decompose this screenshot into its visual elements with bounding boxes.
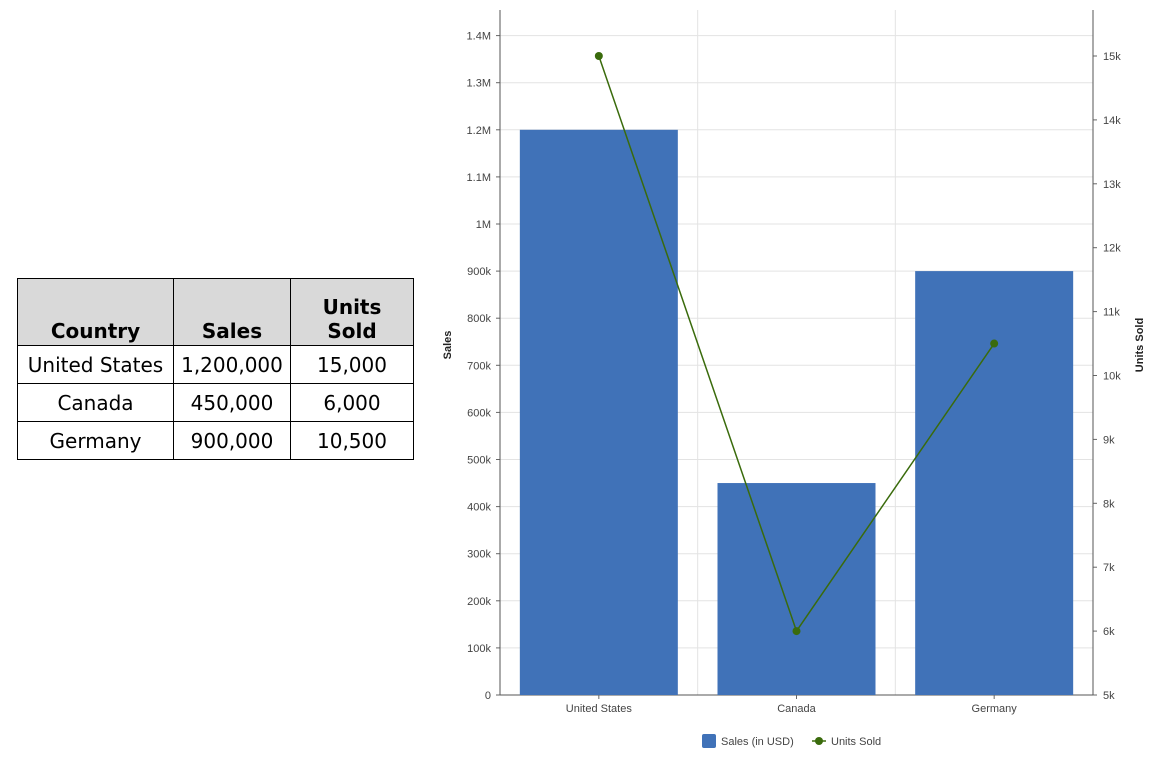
y-tick-label: 1M xyxy=(476,219,491,231)
y2-tick-label: 12k xyxy=(1103,243,1121,255)
header-country: Country xyxy=(17,278,174,346)
y2-tick-label: 8k xyxy=(1103,498,1115,510)
y-tick-label: 1.2M xyxy=(467,125,491,137)
x-tick-label: Canada xyxy=(777,703,816,715)
y-tick-label: 1.1M xyxy=(467,172,491,184)
cell: United States xyxy=(17,345,174,384)
x-tick-label: United States xyxy=(566,703,633,715)
cell: 1,200,000 xyxy=(173,345,291,384)
legend-label-units: Units Sold xyxy=(831,736,881,748)
bar xyxy=(915,271,1074,695)
y2-tick-label: 6k xyxy=(1103,626,1115,638)
bar xyxy=(519,129,678,696)
cell: Germany xyxy=(17,421,174,460)
legend-marker-units xyxy=(815,737,823,745)
y-tick-label: 700k xyxy=(467,360,491,372)
y-tick-label: 800k xyxy=(467,313,491,325)
cell: 6,000 xyxy=(290,383,414,422)
y2-tick-label: 9k xyxy=(1103,434,1115,446)
y2-tick-label: 13k xyxy=(1103,179,1121,191)
cell: Canada xyxy=(17,383,174,422)
y2-tick-label: 10k xyxy=(1103,371,1121,383)
legend-swatch-sales xyxy=(702,734,716,748)
x-tick-label: Germany xyxy=(972,703,1018,715)
line-point xyxy=(792,627,801,636)
cell: 900,000 xyxy=(173,421,291,460)
y-tick-label: 1.4M xyxy=(467,31,491,43)
y-tick-label: 400k xyxy=(467,502,491,514)
y-tick-label: 900k xyxy=(467,266,491,278)
y-tick-label: 0 xyxy=(485,690,491,702)
y-tick-label: 1.3M xyxy=(467,78,491,90)
y-tick-label: 600k xyxy=(467,407,491,419)
y-axis-title: Sales xyxy=(442,331,454,360)
y2-tick-label: 5k xyxy=(1103,690,1115,702)
line-point xyxy=(990,339,999,348)
table-row: Germany 900,000 10,500 xyxy=(17,421,414,460)
legend-label-sales: Sales (in USD) xyxy=(721,736,794,748)
data-table: Country Sales Units Sold United States 1,… xyxy=(17,278,414,460)
y2-tick-label: 7k xyxy=(1103,562,1115,574)
y2-axis-title: Units Sold xyxy=(1134,318,1146,372)
y2-tick-label: 14k xyxy=(1103,115,1121,127)
y2-tick-label: 11k xyxy=(1103,307,1120,319)
y-tick-label: 100k xyxy=(467,643,491,655)
y2-tick-label: 15k xyxy=(1103,51,1121,63)
y-tick-label: 300k xyxy=(467,549,491,561)
table-row: Canada 450,000 6,000 xyxy=(17,383,414,422)
line-point xyxy=(594,52,603,60)
cell: 10,500 xyxy=(290,421,414,460)
y-tick-label: 500k xyxy=(467,455,491,467)
bar xyxy=(717,483,876,695)
table-row: United States 1,200,000 15,000 xyxy=(17,345,414,384)
y-tick-label: 200k xyxy=(467,596,491,608)
